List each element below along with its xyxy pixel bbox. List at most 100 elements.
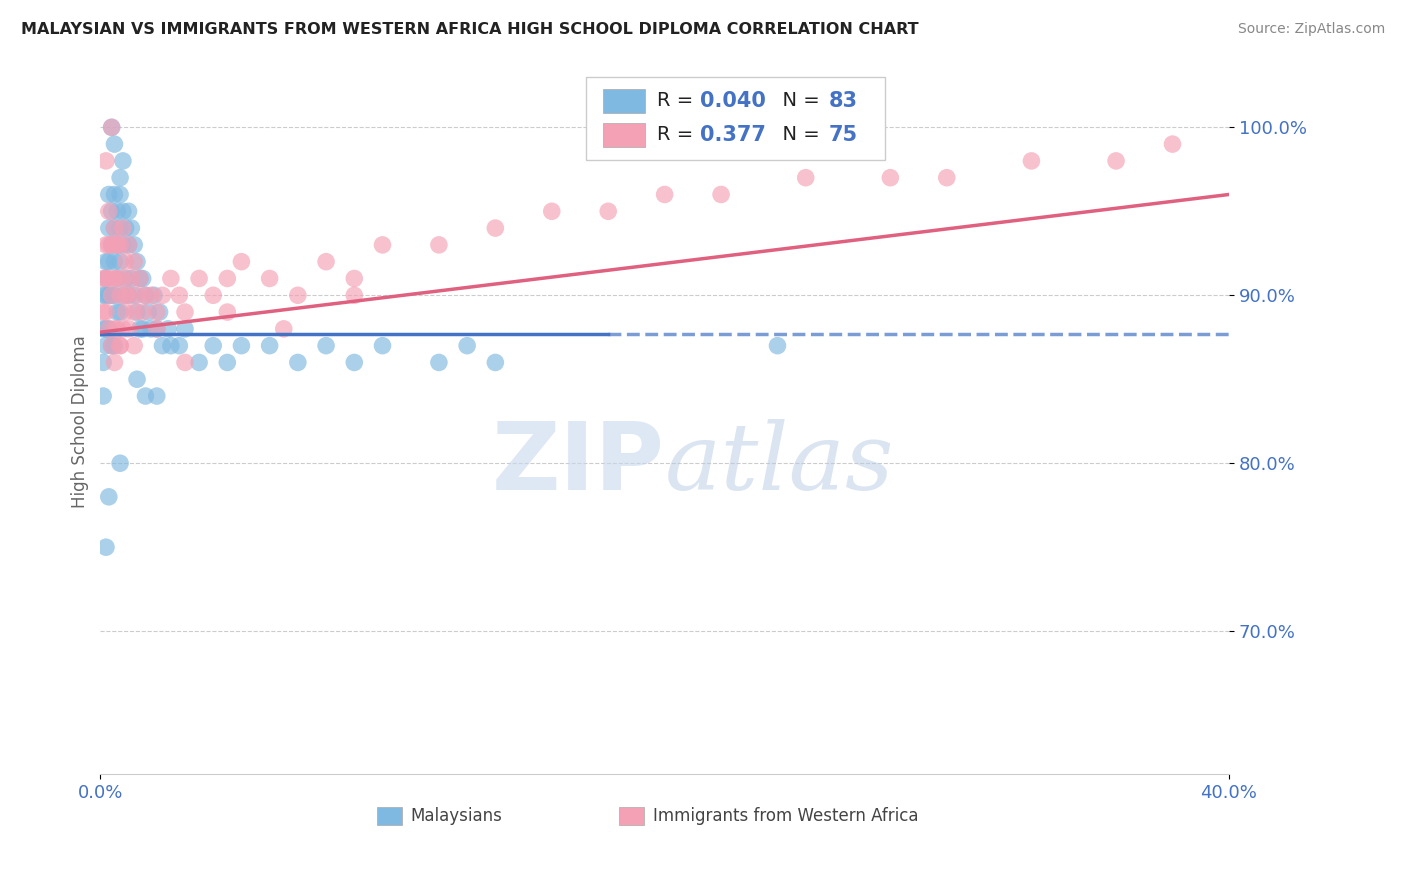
Point	[105, 322, 128, 336]
Point	[131, 322, 153, 336]
Point	[117, 288, 139, 302]
Point	[111, 322, 134, 336]
Point	[273, 322, 295, 336]
Point	[259, 339, 281, 353]
Point	[111, 288, 134, 302]
Point	[169, 339, 191, 353]
Point	[134, 288, 156, 302]
Point	[879, 170, 901, 185]
Point	[103, 254, 125, 268]
Point	[456, 339, 478, 353]
Point	[231, 254, 253, 268]
Point	[188, 355, 211, 369]
Point	[120, 221, 142, 235]
Point	[97, 490, 120, 504]
Point	[108, 288, 131, 302]
Point	[97, 221, 120, 235]
Bar	[620, 807, 644, 825]
Point	[540, 204, 562, 219]
Point	[97, 187, 120, 202]
Point	[105, 271, 128, 285]
Text: N =: N =	[769, 126, 825, 145]
Point	[122, 288, 145, 302]
Point	[94, 153, 117, 168]
Text: 0.377: 0.377	[700, 125, 765, 145]
Point	[97, 322, 120, 336]
Point	[131, 305, 153, 319]
Point	[111, 271, 134, 285]
Text: MALAYSIAN VS IMMIGRANTS FROM WESTERN AFRICA HIGH SCHOOL DIPLOMA CORRELATION CHAR: MALAYSIAN VS IMMIGRANTS FROM WESTERN AFR…	[21, 22, 918, 37]
Point	[169, 288, 191, 302]
Point	[105, 204, 128, 219]
Point	[287, 288, 309, 302]
Point	[103, 271, 125, 285]
Point	[136, 305, 159, 319]
Y-axis label: High School Diploma: High School Diploma	[72, 334, 89, 508]
Point	[117, 238, 139, 252]
Point	[105, 238, 128, 252]
Point	[160, 339, 183, 353]
Text: atlas: atlas	[665, 418, 894, 508]
Point	[654, 187, 676, 202]
Point	[188, 271, 211, 285]
Point	[97, 288, 120, 302]
Point	[371, 339, 394, 353]
Point	[160, 271, 183, 285]
Point	[710, 187, 733, 202]
Point	[128, 271, 150, 285]
Point	[122, 339, 145, 353]
Point	[152, 339, 174, 353]
Bar	[377, 807, 402, 825]
Point	[1021, 153, 1043, 168]
Point	[100, 238, 122, 252]
Point	[111, 153, 134, 168]
Point	[287, 355, 309, 369]
Point	[108, 254, 131, 268]
Point	[152, 288, 174, 302]
Point	[108, 305, 131, 319]
Point	[935, 170, 957, 185]
Point	[103, 339, 125, 353]
Point	[766, 339, 789, 353]
Point	[117, 322, 139, 336]
Point	[125, 254, 148, 268]
Point	[427, 355, 450, 369]
Point	[117, 238, 139, 252]
Point	[94, 271, 117, 285]
Point	[108, 170, 131, 185]
Point	[103, 137, 125, 152]
Point	[484, 221, 506, 235]
Text: 83: 83	[828, 91, 858, 111]
Point	[139, 288, 162, 302]
Point	[128, 271, 150, 285]
Point	[100, 339, 122, 353]
Text: R =: R =	[657, 92, 699, 111]
Point	[94, 339, 117, 353]
Point	[105, 305, 128, 319]
Point	[202, 288, 225, 302]
Point	[315, 339, 337, 353]
Point	[427, 238, 450, 252]
Bar	[603, 89, 645, 113]
Point	[114, 288, 136, 302]
Point	[125, 305, 148, 319]
Point	[94, 540, 117, 554]
Point	[122, 305, 145, 319]
Point	[128, 322, 150, 336]
Point	[794, 170, 817, 185]
Point	[105, 238, 128, 252]
Point	[97, 322, 120, 336]
Point	[125, 288, 148, 302]
Point	[371, 238, 394, 252]
Point	[91, 271, 114, 285]
Point	[97, 271, 120, 285]
Point	[108, 339, 131, 353]
Point	[202, 339, 225, 353]
Point	[122, 254, 145, 268]
Point	[105, 238, 128, 252]
Point	[97, 254, 120, 268]
Bar	[603, 123, 645, 147]
Point	[94, 305, 117, 319]
Point	[343, 288, 366, 302]
FancyBboxPatch shape	[586, 77, 884, 161]
